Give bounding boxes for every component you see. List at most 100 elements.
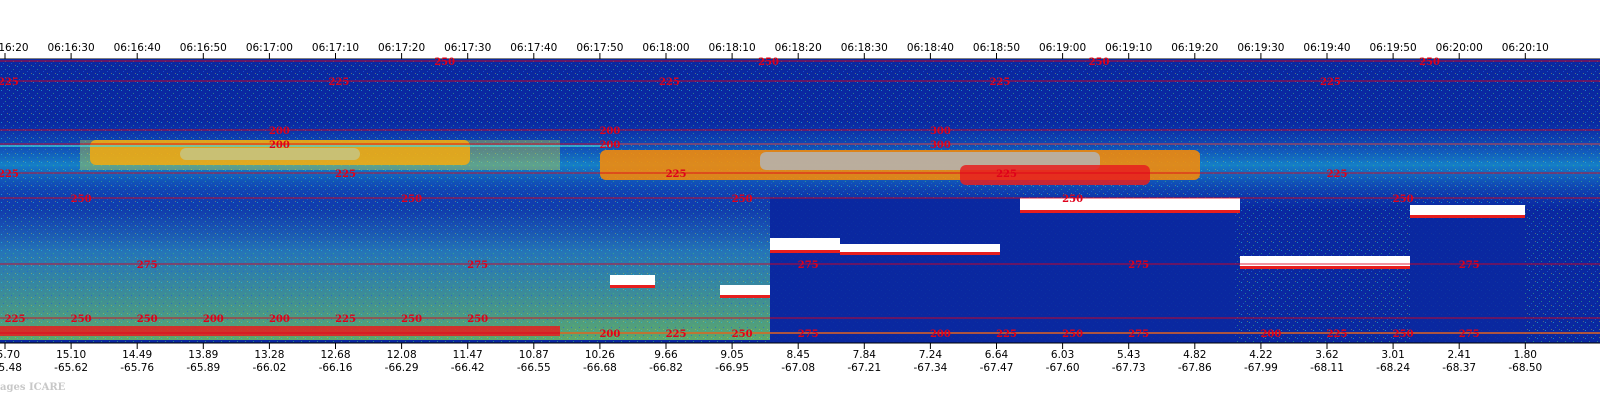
time-tick-label: 06:17:10 (312, 42, 359, 54)
isotherm-label: 275 (798, 260, 819, 271)
time-axis: 06:16:20 06:16:30 06:16:40 06:16:50 06:17:00… (0, 42, 1600, 60)
isotherm-label: 250 (732, 194, 753, 205)
isotherm-label: 225 (1327, 329, 1348, 340)
cloud-top (1410, 205, 1525, 215)
longitude-tick-label: 3.01 (1381, 349, 1404, 361)
isotherm-label: 300 (930, 126, 951, 137)
isotherm-label: 275 (1459, 260, 1480, 271)
isotherm-label: 225 (996, 329, 1017, 340)
longitude-tick-label: 15.10 (56, 349, 86, 361)
isotherm-label: 250 (1393, 194, 1414, 205)
isotherm-label: 200 (1260, 329, 1281, 340)
isotherm-label: 225 (1327, 169, 1348, 180)
longitude-tick-label: 13.89 (188, 349, 218, 361)
time-tick-label: 06:19:50 (1370, 42, 1417, 54)
longitude-tick-label: 7.84 (853, 349, 877, 361)
isotherm-label: 200 (269, 314, 290, 325)
isotherm-label: 250 (1089, 57, 1110, 68)
latitude-tick-label: -67.86 (1178, 362, 1212, 374)
isotherm-label: 250 (1393, 329, 1414, 340)
time-tick-label: 06:20:00 (1436, 42, 1483, 54)
time-tick-label: 06:17:50 (576, 42, 623, 54)
isotherm-label: 200 (599, 126, 620, 137)
isotherm-label: 225 (989, 77, 1010, 88)
latitude-tick-label: -68.24 (1376, 362, 1410, 374)
longitude-tick-label: 7.24 (919, 349, 943, 361)
longitude-tick-label: 12.68 (320, 349, 350, 361)
isotherm-label: 200 (203, 314, 224, 325)
isotherm-label: 250 (467, 314, 488, 325)
time-tick-label: 06:17:20 (378, 42, 425, 54)
cloud-top (1240, 256, 1410, 266)
cloud-top-edge (720, 295, 770, 298)
longitude-tick-label: 10.26 (585, 349, 615, 361)
time-tick-label: 06:16:40 (114, 42, 161, 54)
latitude-tick-label: -67.21 (847, 362, 881, 374)
cloud-top (720, 285, 770, 295)
longitude-tick-label: 6.03 (1051, 349, 1074, 361)
latitude-tick-label: -66.29 (385, 362, 419, 374)
time-tick-label: 06:19:20 (1171, 42, 1218, 54)
isotherm-label: 225 (659, 77, 680, 88)
latitude-tick-label: -67.73 (1112, 362, 1146, 374)
plot-area (0, 59, 1600, 343)
isotherm-label: 275 (467, 260, 488, 271)
high-cloud-patch (960, 165, 1150, 185)
isotherm-label: 225 (328, 77, 349, 88)
isotherm-label: 200 (599, 329, 620, 340)
isotherm-label: 275 (1128, 329, 1149, 340)
isotherm-label: 225 (666, 329, 687, 340)
longitude-tick-label: 15.70 (0, 349, 20, 361)
latitude-tick-label: -66.55 (517, 362, 551, 374)
latitude-tick-label: -66.68 (583, 362, 617, 374)
time-tick-label: 06:16:20 (0, 42, 29, 54)
latitude-tick-label: -68.11 (1310, 362, 1344, 374)
longitude-tick-label: 6.64 (985, 349, 1009, 361)
isotherm-label: 225 (1320, 77, 1341, 88)
latitude-tick-label: -68.37 (1442, 362, 1476, 374)
cloud-top-edge (770, 250, 840, 253)
time-tick-label: 06:17:40 (510, 42, 557, 54)
isotherm-label: 250 (1419, 57, 1440, 68)
latitude-tick-label: -66.16 (319, 362, 353, 374)
longitude-tick-label: 10.87 (519, 349, 549, 361)
longitude-tick-label: 12.08 (387, 349, 417, 361)
time-tick-label: 06:19:40 (1303, 42, 1350, 54)
surface-return (0, 326, 560, 336)
isotherm-label: 250 (71, 314, 92, 325)
latitude-tick-label: -67.47 (980, 362, 1014, 374)
isotherm-label: 250 (1062, 194, 1083, 205)
longitude-tick-label: 11.47 (453, 349, 483, 361)
cloud-top (770, 238, 840, 250)
isotherm-label: 275 (137, 260, 158, 271)
clear-region (770, 198, 1235, 343)
latitude-tick-label: -65.62 (54, 362, 88, 374)
longitude-tick-label: 14.49 (122, 349, 152, 361)
time-tick-label: 06:18:20 (775, 42, 822, 54)
clear-region (1410, 205, 1525, 343)
latitude-tick-label: -66.42 (451, 362, 485, 374)
longitude-tick-label: 13.28 (254, 349, 284, 361)
cloud-top-edge (1410, 215, 1525, 218)
isotherm-label: 225 (0, 77, 19, 88)
cloud-top-edge (610, 285, 655, 288)
isotherm-label: 225 (996, 169, 1017, 180)
time-tick-label: 06:19:10 (1105, 42, 1152, 54)
time-tick-label: 06:16:50 (180, 42, 227, 54)
isotherm-layer: 250 250 250 250 225 225 225 225 225 200 200 300 200 2… (0, 57, 1600, 340)
isotherm-label: 250 (1062, 329, 1083, 340)
latitude-tick-label: -67.99 (1244, 362, 1278, 374)
isotherm-label: 200 (269, 140, 290, 151)
longitude-tick-label: 3.62 (1315, 349, 1338, 361)
latitude-tick-label: -65.76 (120, 362, 154, 374)
latitude-tick-label: -66.02 (252, 362, 286, 374)
high-cloud-patch (180, 148, 360, 160)
high-cloud-halo (80, 140, 560, 170)
longitude-tick-label: 2.41 (1448, 349, 1471, 361)
isotherm-label: 275 (1459, 329, 1480, 340)
isotherm-label: 250 (137, 314, 158, 325)
latitude-tick-label: -65.89 (186, 362, 220, 374)
isotherm-label: 225 (5, 314, 26, 325)
latitude-tick-label: -68.50 (1508, 362, 1542, 374)
